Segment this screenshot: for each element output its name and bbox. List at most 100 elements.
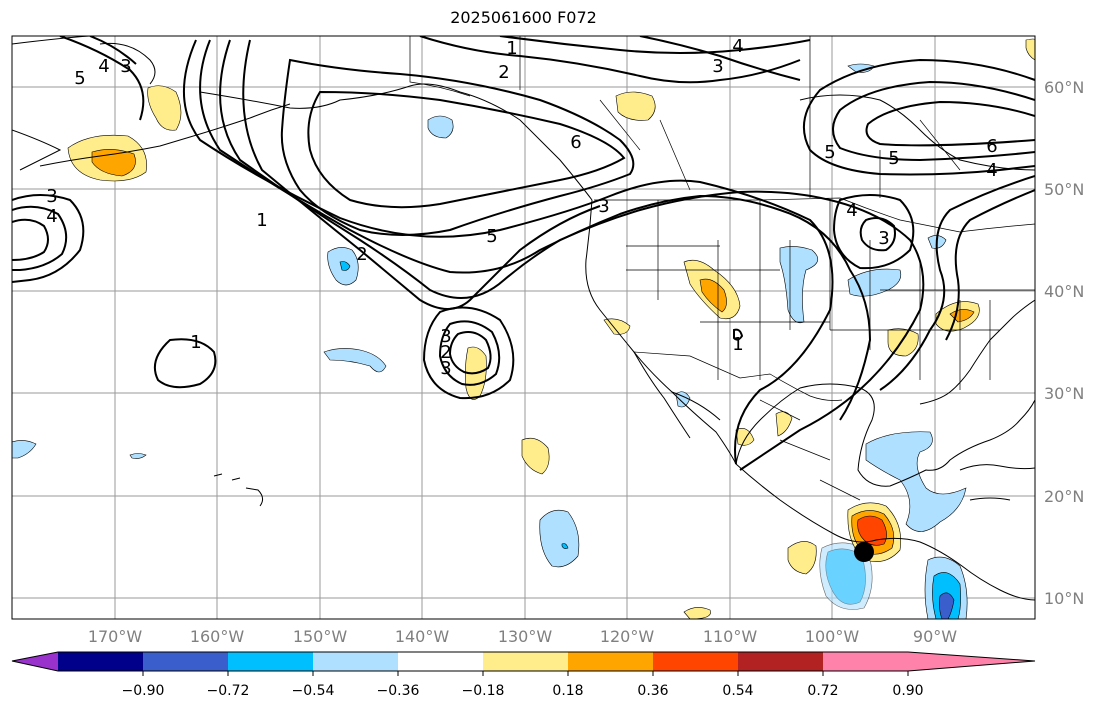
coast-hawaii (213, 473, 264, 507)
longitude-label: 140°W (395, 627, 450, 646)
contour-pacific-low-3 (448, 331, 492, 375)
contour-label: 4 (846, 200, 857, 221)
contour-label: 1 (506, 38, 517, 59)
colorbar-tick-label: −0.18 (462, 683, 505, 699)
contour-label: 2 (498, 62, 509, 83)
border-alaska-canada (409, 36, 471, 97)
coast-caribbean (959, 464, 1035, 501)
colorbar-segment (653, 652, 739, 671)
contour-top-3 (639, 36, 801, 81)
contour-pacific-low-1 (422, 306, 515, 400)
latitude-axis: 60°N 50°N 40°N 30°N 20°N 10°N (1044, 78, 1084, 608)
colorbar-tick-label: −0.90 (122, 683, 165, 699)
coast-aleutians (39, 103, 291, 167)
contour-nw-2 (12, 205, 68, 271)
longitude-axis: 170°W 160°W 150°W 140°W 130°W 120°W 110°… (88, 627, 957, 646)
colorbar-segment (143, 652, 229, 671)
contour-label: 4 (46, 206, 57, 227)
political-borders (409, 36, 1035, 501)
shade-neg-rockies (779, 246, 819, 324)
latitude-label: 30°N (1044, 384, 1084, 403)
coast-hudson (799, 94, 1035, 171)
contour-label: 4 (732, 36, 743, 57)
colorbar-outline (11, 651, 1036, 672)
colorbar-segment (398, 652, 484, 671)
colorbar-segment (738, 652, 824, 671)
contour-label: 4 (986, 160, 997, 181)
colorbar-segment (908, 652, 1035, 671)
map-frame (11, 35, 1036, 620)
longitude-label: 100°W (805, 627, 860, 646)
storm-marker (854, 542, 874, 562)
contour-label: 3 (120, 56, 131, 77)
shade-pos-nevada-core (699, 278, 727, 313)
contour-nw-top-2 (89, 36, 137, 65)
shade-neg-subtropic (323, 348, 387, 373)
colorbar-tick-label: 0.18 (552, 683, 583, 699)
contour-top-1 (419, 36, 801, 84)
colorbar-segment (12, 652, 58, 671)
longitude-label: 150°W (293, 627, 348, 646)
shade-neg-south-core (561, 543, 569, 549)
colorbar-segment (568, 652, 654, 671)
contour-label: 5 (888, 148, 899, 169)
colorbar-segment (483, 652, 569, 671)
contour-4 (242, 39, 601, 310)
contour-3 (219, 39, 925, 471)
contour-nw-1 (12, 194, 85, 283)
canada-province-lines (519, 36, 961, 198)
contour-label: 1 (732, 334, 743, 355)
shade-pos-acapulco (787, 541, 817, 575)
contour-hudson-1 (803, 58, 1035, 176)
contour-top-2 (499, 36, 811, 54)
colorbar-tick-label: 0.36 (637, 683, 668, 699)
contour-hudson-2 (832, 80, 1035, 162)
colorbar-tick-label: −0.36 (377, 683, 420, 699)
coast-east-us (919, 299, 1035, 405)
contour-northeast-1 (879, 175, 1035, 391)
longitude-label: 90°W (913, 627, 957, 646)
colorbar-ticks (142, 671, 909, 676)
contour-label: 3 (46, 186, 57, 207)
map-title: 2025061600 F072 (450, 8, 597, 27)
coast-gulf-mexico (735, 383, 1035, 487)
shade-neg-south (539, 509, 580, 568)
shade-neg-central-america-core (939, 592, 955, 619)
shade-neg-west (12, 440, 37, 459)
contour-lines (12, 36, 1035, 471)
contour-5 (280, 58, 635, 236)
coast-west-na (585, 199, 1035, 601)
contour-nw-top-1 (59, 36, 145, 121)
longitude-label: 160°W (190, 627, 245, 646)
longitude-label: 120°W (600, 627, 655, 646)
state-lines-1 (626, 200, 1035, 390)
colorbar-tick-label: 0.90 (892, 683, 923, 699)
contour-northeast-2 (945, 189, 1035, 341)
contour-label: 1 (256, 210, 267, 231)
contour-pacific-1 (154, 338, 217, 389)
shade-neg-gulf (865, 431, 967, 532)
contour-rockies-small (733, 328, 744, 341)
contour-label: 6 (570, 132, 581, 153)
shade-neg-baja (675, 391, 691, 408)
contour-great-lakes-1 (832, 194, 915, 270)
longitude-label: 130°W (498, 627, 553, 646)
latitude-label: 10°N (1044, 589, 1084, 608)
shade-neg-mid-pacific-core (339, 261, 351, 271)
shade-pos-tehuantepec-core (857, 515, 887, 546)
mexico-states (759, 399, 861, 501)
contour-label: 5 (486, 226, 497, 247)
contour-nw-3 (12, 218, 49, 261)
contour-6 (307, 90, 626, 209)
contour-label: 5 (74, 68, 85, 89)
shade-pos-mexico-west (775, 411, 793, 437)
shade-pos-epac-mid (521, 437, 550, 475)
contour-label: 3 (440, 326, 451, 347)
colorbar-segment (823, 652, 909, 671)
coast-baja (633, 351, 721, 439)
colorbar-segment (313, 652, 399, 671)
contour-pacific-low-2 (438, 320, 501, 386)
negative-shading (12, 63, 968, 619)
contour-label: 1 (190, 332, 201, 353)
contour-label: 3 (598, 196, 609, 217)
